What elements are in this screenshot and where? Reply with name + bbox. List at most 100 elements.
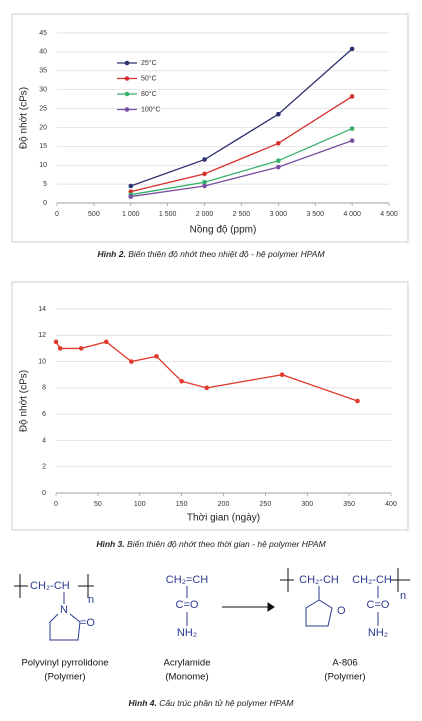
data-line [55,341,358,402]
y-axis-label: Độ nhớt (cPs) [19,370,30,432]
y-tick-label: 12 [38,332,46,339]
x-tick-label: 1 500 [159,211,177,218]
data-line [130,95,353,193]
y-tick-label: 4 [42,437,46,444]
x-axis-label: Nồng độ (ppm) [190,224,257,236]
data-point [276,164,281,170]
x-tick-label: 150 [176,501,188,508]
x-tick-label: 350 [343,501,355,508]
data-point [129,359,134,364]
legend-label: 25°C [141,59,157,67]
x-tick-label: 2 000 [196,211,214,218]
data-point [103,339,109,345]
data-point [276,141,281,146]
formula: CH₂-CH [30,580,70,592]
x-axis-label: Thời gian (ngày) [187,513,260,524]
y-tick-label: 20 [39,124,47,131]
x-tick-label: 3 500 [306,211,324,218]
x-tick-label: 300 [301,501,313,508]
y-tick-label: 2 [42,464,46,471]
data-point [202,171,207,177]
x-tick-label: 50 [94,501,102,508]
x-tick-label: 4 000 [343,211,361,218]
formula: CH₂=CH [166,574,209,586]
x-tick-label: 500 [88,211,100,218]
caption-label: Hình 4. [129,698,157,708]
x-tick-label: 1 000 [122,211,140,218]
data-point [279,372,285,378]
formula: CH₂-CH [299,574,339,586]
y-tick-label: 0 [42,490,46,497]
data-point [154,354,159,359]
formula: n [400,590,406,602]
y-tick-label: 40 [39,49,47,56]
y-tick-label: 30 [39,87,47,94]
ring [305,599,333,627]
figure-4 [14,568,410,641]
y-tick-label: 10 [38,358,46,365]
formula: N [60,604,68,616]
legend-label: 100°C [141,105,161,113]
y-tick-label: 14 [38,306,46,313]
data-point [355,398,360,404]
y-tick-label: 0 [43,200,47,207]
caption: Hình 2. Biến thiên độ nhớt theo nhiệt độ… [97,249,325,259]
y-tick-label: 5 [43,181,47,188]
data-point [276,111,281,117]
data-point [53,339,59,345]
x-tick-label: 2 500 [233,211,251,218]
formula: NH₂ [177,627,197,639]
data-point [179,378,184,384]
figure-frame [11,281,409,531]
caption-label: Hình 3. [96,539,124,549]
figure-frame [11,13,409,243]
caption: Hình 3. Biến thiên độ nhớt theo thời gia… [96,539,326,549]
x-tick-label: 0 [54,501,58,508]
label: (Monome) [165,672,208,683]
arrow-head [267,602,275,612]
data-point [128,183,134,189]
formula: C=O [367,599,390,611]
ring [49,613,81,641]
data-line [130,127,353,196]
label: Polyvinyl pyrrolidone [21,658,108,669]
data-point [202,157,207,162]
legend-label: 80°C [141,90,157,98]
caption: Hình 4. Cấu trúc phân tử hệ polymer HPAM [129,698,295,708]
label: Acrylamide [164,658,211,669]
legend-marker [124,91,130,97]
data-line [130,140,353,198]
x-tick-label: 200 [218,501,230,508]
data-point [276,158,281,163]
caption-label: Hình 2. [97,249,125,259]
legend-marker [124,107,130,112]
caption-text: Biến thiên độ nhớt theo nhiệt độ - hệ po… [128,249,325,259]
x-tick-label: 0 [55,211,59,218]
figure-4-text: CH₂-CH n N =O Polyvinyl pyrrolidone (Pol… [21,574,406,708]
y-tick-label: 45 [39,30,47,37]
formula: O [337,605,346,617]
y-tick-label: 10 [39,162,47,169]
label: A-806 [332,658,357,669]
data-point [202,179,207,185]
formula: NH₂ [368,627,388,639]
data-point [128,194,134,199]
data-point [57,346,63,351]
formula: =O [80,617,95,629]
y-axis-label: Độ nhớt (cPs) [19,87,30,149]
data-point [78,346,84,351]
formula: CH₂-CH [352,574,392,586]
data-point [204,385,210,391]
formula: C=O [176,599,199,611]
data-point [349,126,355,131]
data-point [202,183,207,189]
y-tick-label: 8 [42,385,46,392]
data-point [349,138,355,143]
y-tick-label: 15 [39,143,47,150]
x-tick-label: 250 [260,501,272,508]
x-tick-label: 100 [134,501,146,508]
data-point [349,46,355,52]
x-tick-label: 400 [385,501,397,508]
formula: n [88,594,94,606]
data-line [130,48,353,187]
